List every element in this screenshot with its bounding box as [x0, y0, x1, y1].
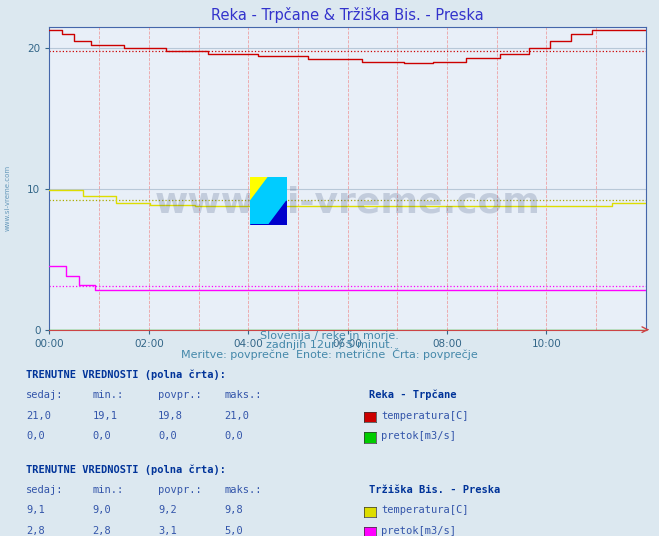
Text: TRENUTNE VREDNOSTI (polna črta):: TRENUTNE VREDNOSTI (polna črta): [26, 369, 226, 380]
Text: TRENUTNE VREDNOSTI (polna črta):: TRENUTNE VREDNOSTI (polna črta): [26, 464, 226, 475]
Text: www.si-vreme.com: www.si-vreme.com [5, 165, 11, 232]
Text: Tržiška Bis. - Preska: Tržiška Bis. - Preska [369, 485, 500, 495]
Text: pretok[m3/s]: pretok[m3/s] [381, 526, 456, 536]
Polygon shape [250, 177, 269, 201]
Text: povpr.:: povpr.: [158, 485, 202, 495]
Text: 19,1: 19,1 [92, 411, 117, 421]
Text: Meritve: povprečne  Enote: metrične  Črta: povprečje: Meritve: povprečne Enote: metrične Črta:… [181, 348, 478, 360]
Text: 3,1: 3,1 [158, 526, 177, 536]
Text: 2,8: 2,8 [26, 526, 45, 536]
Polygon shape [250, 201, 287, 225]
Text: 0,0: 0,0 [92, 431, 111, 441]
Text: 21,0: 21,0 [26, 411, 51, 421]
Text: 0,0: 0,0 [158, 431, 177, 441]
Title: Reka - Trpčane & Tržiška Bis. - Preska: Reka - Trpčane & Tržiška Bis. - Preska [212, 7, 484, 23]
Text: temperatura[C]: temperatura[C] [381, 411, 469, 421]
Text: 21,0: 21,0 [224, 411, 249, 421]
Text: min.:: min.: [92, 390, 123, 400]
Polygon shape [250, 177, 287, 225]
Text: pretok[m3/s]: pretok[m3/s] [381, 431, 456, 441]
Text: Reka - Trpčane: Reka - Trpčane [369, 390, 457, 400]
Text: min.:: min.: [92, 485, 123, 495]
Text: maks.:: maks.: [224, 390, 262, 400]
Text: www.si-vreme.com: www.si-vreme.com [155, 185, 540, 219]
Text: 9,2: 9,2 [158, 505, 177, 516]
Text: 5,0: 5,0 [224, 526, 243, 536]
Text: 0,0: 0,0 [26, 431, 45, 441]
Text: 9,8: 9,8 [224, 505, 243, 516]
Text: sedaj:: sedaj: [26, 390, 64, 400]
Text: sedaj:: sedaj: [26, 485, 64, 495]
Text: 19,8: 19,8 [158, 411, 183, 421]
Text: zadnjih 12ur / 5 minut.: zadnjih 12ur / 5 minut. [266, 340, 393, 351]
Text: 9,1: 9,1 [26, 505, 45, 516]
Text: Slovenija / reke in morje.: Slovenija / reke in morje. [260, 331, 399, 341]
Text: 2,8: 2,8 [92, 526, 111, 536]
Text: temperatura[C]: temperatura[C] [381, 505, 469, 516]
Text: maks.:: maks.: [224, 485, 262, 495]
Text: povpr.:: povpr.: [158, 390, 202, 400]
Text: 9,0: 9,0 [92, 505, 111, 516]
Text: 0,0: 0,0 [224, 431, 243, 441]
